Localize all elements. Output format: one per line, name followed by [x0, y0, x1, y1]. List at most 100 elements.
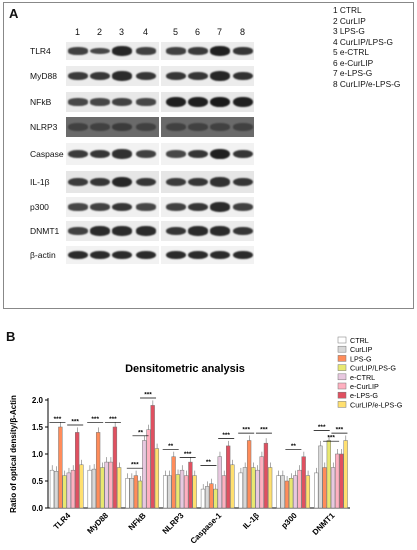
blot-strip	[66, 117, 159, 137]
legend-label-8: CurLIP/e-LPS-G	[350, 400, 403, 409]
significance-marker-12: ***	[242, 427, 250, 434]
bar-NFkB-2	[129, 478, 134, 509]
significance-marker-11: ***	[222, 432, 230, 439]
x-tick-label-4: NLRP3	[161, 511, 186, 536]
blot-band	[90, 98, 110, 106]
blot-band	[68, 227, 88, 235]
blot-band	[68, 149, 88, 159]
blot-band	[188, 202, 208, 212]
blot-band	[166, 226, 186, 236]
legend-swatch-4	[337, 364, 347, 371]
blot-band	[166, 177, 186, 187]
bar-NLRP3-7	[188, 461, 193, 509]
blot-strip	[161, 171, 254, 193]
blot-band	[166, 71, 186, 81]
legend-swatch-3	[337, 355, 347, 362]
bar-DNMT1-2	[318, 445, 323, 509]
blot-band	[136, 203, 156, 211]
legend-swatch-7	[337, 391, 347, 399]
blot-band	[136, 71, 156, 81]
blot-label-5: Caspase 1	[30, 149, 71, 159]
blot-band	[90, 47, 110, 55]
blot-band	[68, 72, 88, 80]
bar-MyD88-7	[112, 426, 118, 509]
blot-band	[90, 71, 110, 81]
blot-band	[112, 123, 132, 131]
blot-band	[233, 177, 253, 187]
lane-number-8: 8	[240, 27, 246, 37]
significance-marker-15: ***	[318, 424, 326, 431]
bar-Caspase-1-1	[200, 488, 206, 509]
bar-p300-5	[293, 475, 298, 509]
bar-NLRP3-6	[184, 475, 189, 509]
blot-band	[166, 123, 186, 131]
blot-band	[90, 203, 110, 211]
blot-band	[166, 203, 186, 211]
lane-number-1: 1	[75, 27, 81, 37]
blot-band	[166, 250, 186, 260]
blot-band	[233, 250, 253, 260]
blot-band	[112, 149, 132, 159]
bar-TLR4-8	[79, 464, 84, 509]
legend-label-7: e-LPS-G	[350, 391, 378, 400]
densitometry-chart: Densitometric analysis Ratio of optical d…	[9, 336, 403, 546]
blot-strip	[66, 143, 159, 165]
y-tick-label: 2.0	[32, 396, 44, 405]
legend-swatch-6	[337, 382, 347, 390]
blot-band	[112, 71, 132, 81]
blot-band	[112, 98, 132, 106]
significance-marker-14: **	[291, 443, 297, 450]
bar-NFkB-1	[125, 478, 130, 509]
legend-swatch-1	[337, 336, 347, 344]
bar-MyD88-3	[95, 432, 101, 509]
blot-band	[136, 150, 156, 158]
x-tick-label-7: p300	[280, 511, 300, 531]
blot-band	[136, 250, 156, 260]
blot-label-1: TLR4	[30, 46, 51, 56]
blot-band	[136, 177, 156, 187]
blot-band	[112, 250, 132, 260]
significance-marker-13: ***	[260, 427, 268, 434]
bar-NLRP3-1	[163, 475, 168, 509]
lane-number-5: 5	[173, 27, 179, 37]
lane-number-7: 7	[217, 27, 223, 37]
blot-band	[233, 123, 253, 131]
blot-band	[68, 250, 88, 260]
blot-band	[188, 96, 208, 108]
bar-IL-1β-7	[263, 442, 269, 509]
x-tick-label-1: TLR4	[52, 511, 73, 532]
bar-Caspase-1-5	[217, 456, 222, 509]
significance-marker-16: ***	[336, 427, 344, 434]
significance-marker-7: **	[138, 429, 144, 436]
bar-DNMT1-8	[343, 440, 348, 509]
blot-band	[136, 123, 156, 131]
blot-band	[136, 98, 156, 106]
significance-marker-2: ***	[71, 419, 79, 426]
bar-TLR4-7	[75, 432, 80, 509]
bar-NLRP3-8	[192, 475, 197, 509]
blot-strip	[161, 197, 254, 217]
y-tick-label: 0.5	[32, 477, 44, 486]
lane-number-6: 6	[195, 27, 201, 37]
blot-band	[210, 96, 230, 108]
bar-NFkB-6	[146, 429, 151, 509]
blot-strip	[66, 66, 159, 86]
bar-Caspase-1-2	[205, 486, 210, 509]
blot-band	[210, 71, 230, 81]
significance-marker-5: ***	[144, 392, 152, 399]
blot-band	[90, 149, 110, 159]
blot-band	[210, 148, 230, 160]
legend-entry-4: 4 CurLIP/LPS-G	[333, 36, 393, 47]
bar-MyD88-4	[100, 467, 105, 509]
blot-band	[210, 123, 230, 131]
x-tick-label-5: Caspase-1	[189, 511, 224, 546]
blot-strip	[161, 221, 254, 241]
y-tick-label: 1.5	[32, 423, 44, 432]
bar-DNMT1-6	[335, 453, 340, 509]
blot-band	[112, 176, 132, 188]
bar-NFkB-8	[154, 448, 160, 509]
legend-swatch-2	[337, 345, 347, 353]
bar-NFkB-5	[142, 440, 147, 509]
bar-IL-1β-8	[267, 467, 273, 509]
blot-band	[166, 96, 186, 108]
